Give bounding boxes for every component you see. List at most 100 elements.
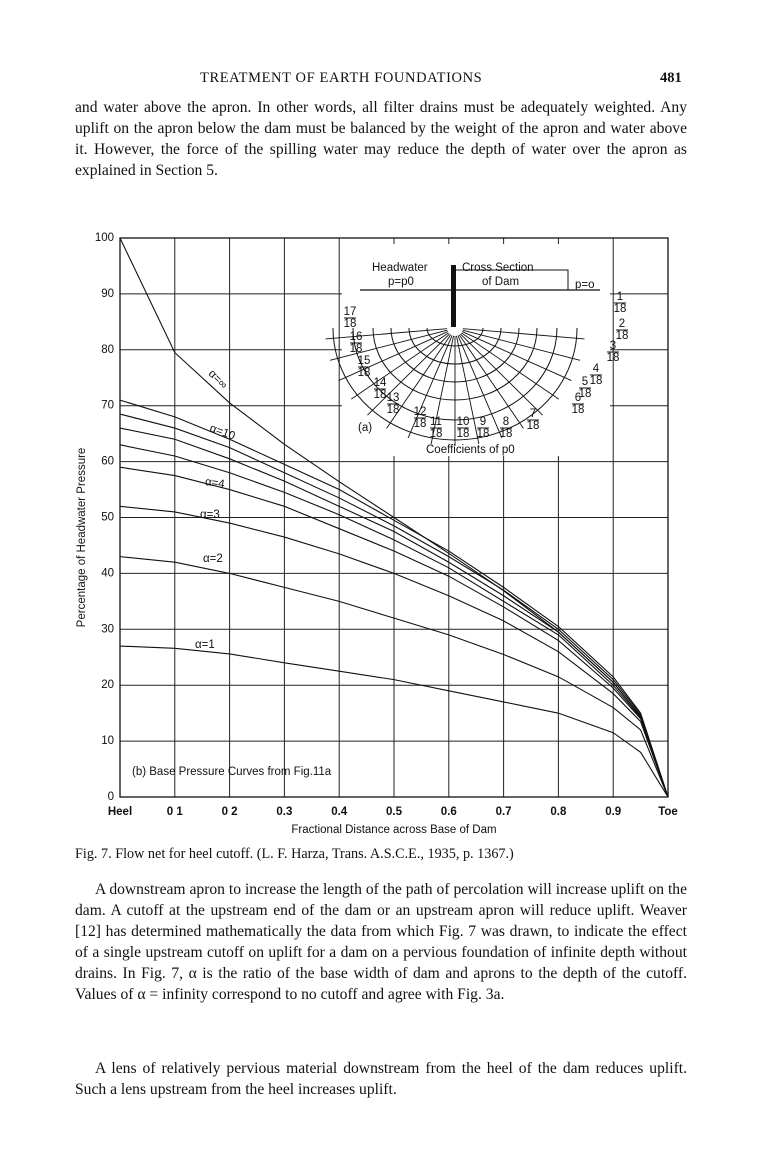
fraction-den: 18 [477, 428, 490, 440]
inset-text: p=o [575, 279, 595, 291]
equipotential-line [457, 335, 503, 439]
equipotential-line [461, 332, 559, 400]
equipotential-line [386, 334, 452, 429]
fraction-den: 18 [374, 389, 387, 401]
curve [119, 427, 669, 798]
fraction-den: 18 [344, 318, 357, 330]
x-tick-label: 0.8 [550, 806, 567, 818]
fraction-num: 16 [350, 331, 363, 343]
fraction-num: 6 [575, 392, 581, 404]
fraction-den: 18 [500, 428, 513, 440]
equipotential-line [461, 331, 572, 382]
y-tick-label: 70 [101, 400, 114, 412]
curve [119, 505, 669, 798]
equipotential-line [456, 335, 480, 445]
equipotential-line [329, 329, 448, 361]
x-tick-label: 0.6 [441, 806, 457, 818]
equipotential-line [462, 329, 581, 361]
x-tick-label: 0 2 [222, 806, 238, 818]
curve-label: α=2 [203, 553, 223, 565]
y-tick-label: 50 [101, 512, 114, 524]
paragraph: A downstream apron to increase the lengt… [75, 881, 687, 1003]
x-tick-label: Heel [108, 806, 132, 818]
page-number: 481 [660, 70, 682, 86]
chart: 0 10 20 30 40 50 60 70 80 90 100 Heel 0 1 0 2 0.3 0.4 0.… [76, 232, 678, 836]
curve-label: α=3 [200, 509, 220, 521]
y-tick-label: 10 [101, 735, 114, 747]
fraction-num: 8 [503, 416, 509, 428]
y-tick-label: 80 [101, 344, 114, 356]
fraction-den: 18 [614, 303, 627, 315]
equipotential-line [458, 334, 524, 429]
inset-text: Cross Section [462, 262, 534, 274]
equipotential-line [462, 328, 585, 340]
y-tick-label: 100 [95, 232, 114, 244]
fraction-den: 18 [350, 343, 363, 355]
curve [119, 645, 669, 798]
fraction-den: 18 [616, 330, 629, 342]
fraction-num: 1 [617, 291, 623, 303]
y-axis-title: Percentage of Headwater Pressure [76, 448, 88, 628]
figure-caption: Fig. 7. Flow net for heel cutoff. (L. F.… [75, 846, 514, 862]
fraction-num: 7 [530, 408, 536, 420]
fraction-den: 18 [358, 367, 371, 379]
equipotential-line [338, 331, 449, 382]
fraction-num: 5 [582, 376, 588, 388]
fraction-num: 11 [430, 416, 442, 428]
fraction-den: 18 [607, 352, 620, 364]
equipotential-line [325, 328, 448, 340]
x-axis-title: Fractional Distance across Base of Dam [291, 824, 496, 836]
y-tick-label: 0 [108, 791, 114, 803]
inset-text: Headwater [372, 262, 428, 274]
fraction-num: 9 [480, 416, 486, 428]
equipotential-line [430, 335, 454, 445]
equipotential-line [351, 332, 449, 400]
fraction-den: 18 [527, 420, 540, 432]
paragraph: and water above the apron. In other word… [75, 99, 687, 179]
fraction-den: 18 [430, 428, 443, 440]
curve-label: α=10 [208, 422, 237, 442]
inset-text: p=p0 [388, 276, 414, 288]
fraction-num: 15 [358, 355, 371, 367]
x-tick-label: 0.4 [331, 806, 348, 818]
inset-text: Coefficients of p0 [426, 444, 515, 456]
plot-frame [119, 237, 669, 798]
curve-label: α=4 [204, 476, 226, 491]
fraction-num: 17 [344, 306, 357, 318]
fraction-num: 12 [414, 406, 427, 418]
inset-box [342, 244, 610, 456]
curve-label: α=1 [195, 639, 215, 651]
y-tick-label: 30 [101, 623, 114, 635]
fraction-num: 3 [610, 340, 616, 352]
fraction-den: 18 [457, 428, 470, 440]
y-tick-label: 20 [101, 679, 114, 691]
curve [119, 556, 669, 798]
y-tick-label: 40 [101, 567, 114, 579]
equipotential-line [367, 333, 450, 416]
x-tick-label: 0.5 [386, 806, 403, 818]
chart-annotation: (b) Base Pressure Curves from Fig.11a [132, 766, 332, 778]
curve [119, 444, 669, 798]
fraction-den: 18 [414, 418, 427, 430]
y-tick-label: 90 [101, 288, 114, 300]
running-header: TREATMENT OF EARTH FOUNDATIONS [200, 70, 483, 86]
x-tick-label: Toe [658, 806, 678, 818]
fraction-num: 4 [593, 363, 600, 375]
x-tick-label: 0.3 [276, 806, 292, 818]
curve [119, 413, 669, 798]
fraction-num: 14 [374, 377, 387, 389]
fraction-den: 18 [579, 388, 592, 400]
equipotential-line [407, 335, 453, 439]
paragraph: A lens of relatively pervious material d… [75, 1060, 687, 1098]
inset-text: of Dam [482, 276, 519, 288]
fraction-num: 10 [457, 416, 470, 428]
fraction-num: 13 [387, 392, 400, 404]
fraction-num: 2 [619, 318, 625, 330]
equipotential-line [460, 333, 543, 416]
fraction-den: 18 [572, 404, 585, 416]
x-tick-label: 0.7 [496, 806, 512, 818]
curve [119, 399, 669, 798]
y-tick-label: 60 [101, 456, 114, 468]
fraction-den: 18 [387, 404, 400, 416]
